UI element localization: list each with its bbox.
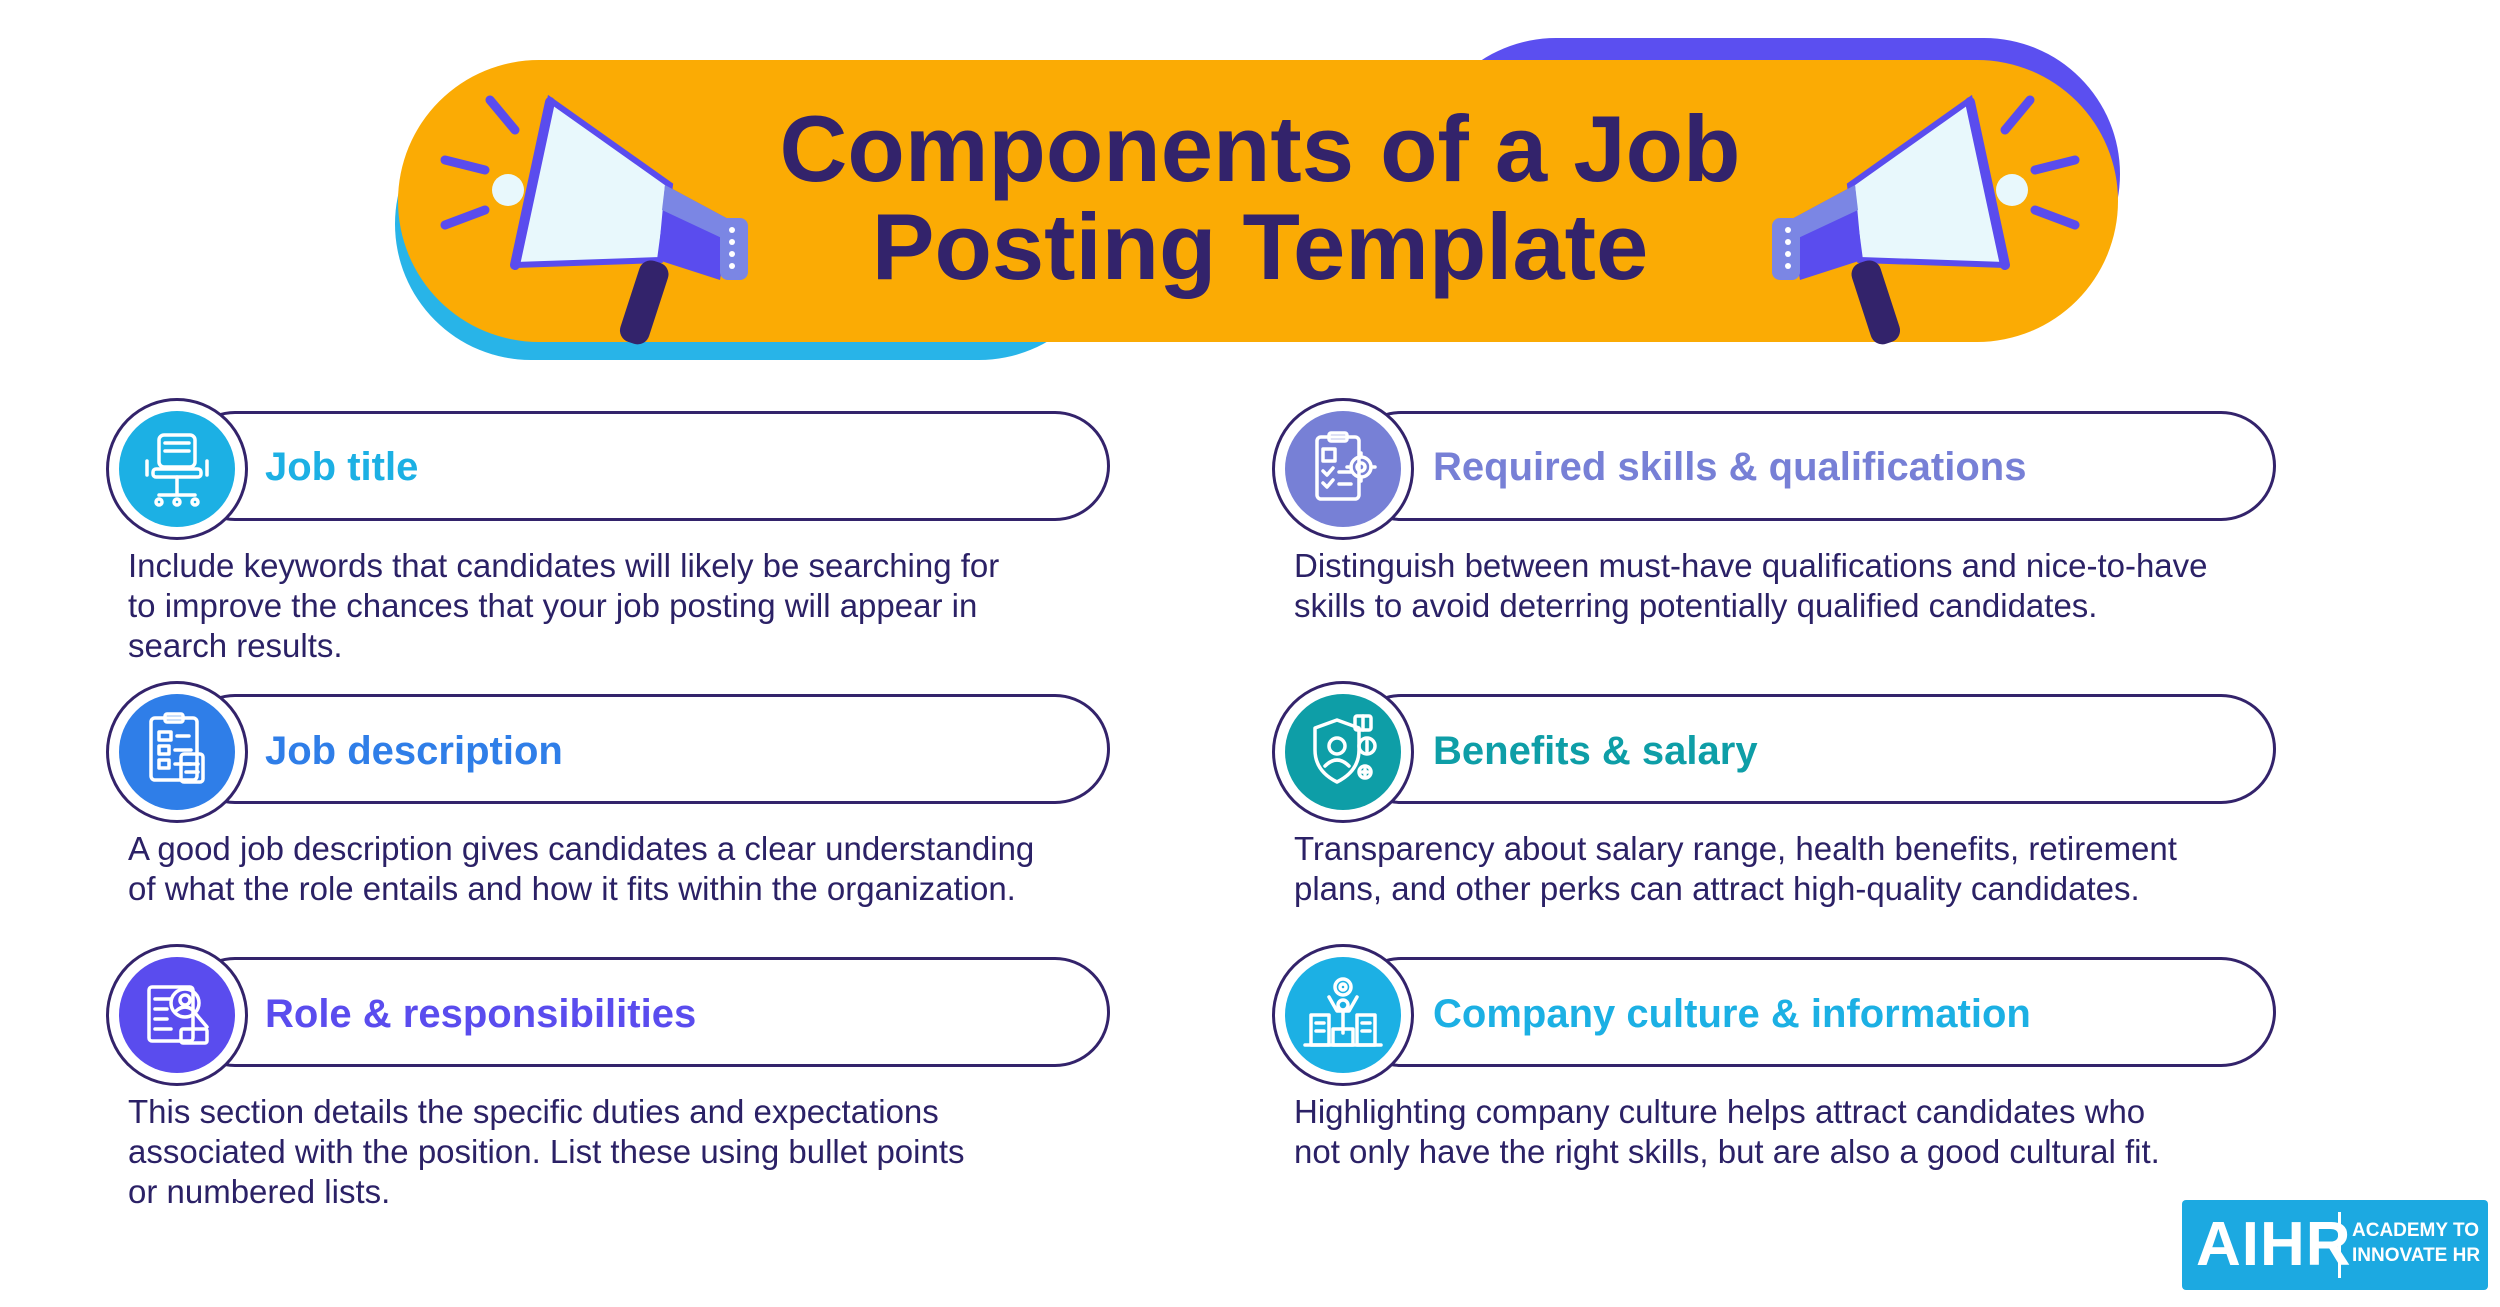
- job-description-icon-badge: [106, 681, 248, 823]
- culture-icon-badge: [1272, 944, 1414, 1086]
- megaphone-right-icon: [1772, 94, 2080, 345]
- page-title-line-2: Posting Template: [871, 194, 1649, 299]
- magnifier-profile-icon: [147, 985, 209, 1045]
- logo-divider: [2338, 1212, 2341, 1278]
- page-title: Components of a Job Posting Template: [640, 100, 1880, 296]
- logo-tagline: ACADEMY TO INNOVATE HR: [2352, 1220, 2481, 1266]
- benefits-heading: Benefits & salary: [1433, 729, 1758, 773]
- job-description-pill: [180, 694, 1110, 804]
- aihr-logo: AIHR ACADEMY TO INNOVATE HR: [2182, 1200, 2488, 1290]
- job-title-description: Include keywords that candidates will li…: [128, 547, 1000, 664]
- job-title-pill: [180, 411, 1110, 521]
- roles-pill: [180, 957, 1110, 1067]
- skills-pill: [1346, 411, 2276, 521]
- benefits-icon-badge: [1272, 681, 1414, 823]
- roles-icon-badge: [106, 944, 248, 1086]
- skills-description: Distinguish between must-have qualificat…: [1294, 547, 2208, 624]
- benefits-description: Transparency about salary range, health …: [1294, 830, 2177, 907]
- job-title-heading: Job title: [265, 445, 419, 489]
- shield-benefits-icon: [1313, 714, 1377, 784]
- company-buildings-icon: [1303, 977, 1383, 1047]
- logo-wordmark: AIHR: [2196, 1210, 2352, 1279]
- skills-icon-badge: [1272, 398, 1414, 540]
- job-description-description: A good job description gives candidates …: [128, 830, 1035, 907]
- checklist-gear-icon: [1315, 431, 1377, 501]
- megaphone-left-icon: [440, 94, 748, 345]
- culture-description: Highlighting company culture helps attra…: [1294, 1093, 2160, 1170]
- job-title-icon-badge: [106, 398, 248, 540]
- clipboard-document-icon: [149, 712, 205, 784]
- page-title-line-1: Components of a Job: [779, 96, 1741, 201]
- roles-description: This section details the specific duties…: [128, 1093, 965, 1210]
- job-description-heading: Job description: [265, 729, 563, 773]
- office-chair-icon: [145, 433, 209, 507]
- culture-pill: [1346, 957, 2276, 1067]
- culture-heading: Company culture & information: [1433, 992, 2031, 1036]
- roles-heading: Role & responsibilities: [265, 992, 697, 1036]
- skills-heading: Required skills & qualifications: [1433, 445, 2027, 489]
